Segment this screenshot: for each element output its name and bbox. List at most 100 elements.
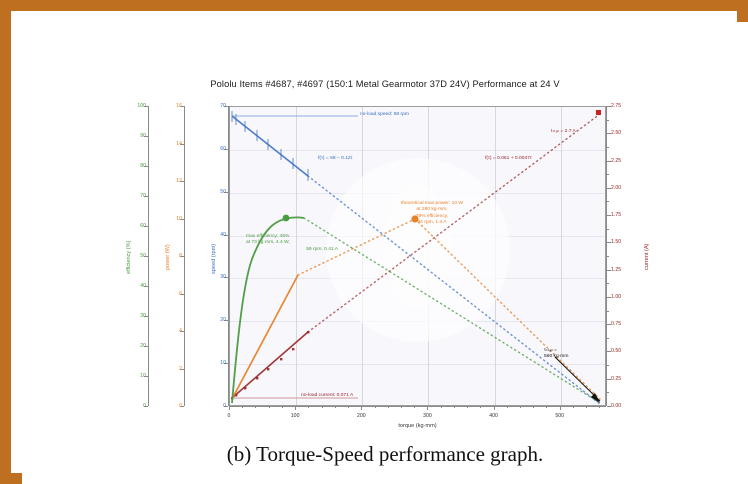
axis-power-label: 10 (176, 215, 182, 222)
axis-power-label: 2 (179, 365, 182, 372)
axis-power-tick (180, 143, 184, 145)
axis-x-minor-tick (400, 406, 402, 408)
axis-x-tick (559, 406, 561, 410)
stall-torque-line2: 560 kg·mm (544, 354, 569, 360)
axis-current-tick (607, 324, 611, 326)
axis-x-label: 400 (489, 413, 498, 419)
axis-current-minor-tick (607, 310, 609, 312)
axis-current-minor-tick (607, 174, 609, 176)
annotation-stall-torque: τₛₜₐₗₗ = 560 kg·mm (544, 348, 568, 361)
axis-current-minor-tick (607, 392, 609, 394)
max-efficiency-line3: 59 rpm, 0.41 A (306, 246, 338, 252)
axis-current-label: 1.00 (611, 293, 622, 300)
axis-current-minor-tick (607, 146, 609, 148)
axis-efficiency-label: 60 (140, 223, 146, 229)
axis-efficiency-label: 0 (143, 403, 146, 409)
axis-efficiency-label: 70 (140, 193, 146, 199)
axis-x-label: 0 (227, 413, 231, 419)
axis-efficiency-tick (144, 226, 148, 227)
max-power-line3: 29% efficiency, (415, 213, 449, 219)
axis-power-tick (180, 181, 184, 182)
axis-speed-tick (224, 234, 228, 236)
axis-efficiency-tick (144, 136, 148, 137)
stall-torque-line1: τₛₜₐₗₗ = (544, 348, 557, 353)
axis-power-label: 0 (179, 403, 182, 409)
axis-efficiency-spine (148, 106, 149, 406)
axis-efficiency-label: 30 (140, 313, 146, 319)
axis-speed-tick (224, 363, 228, 365)
axis-x-minor-tick (281, 406, 283, 408)
axis-current-tick (607, 160, 611, 162)
max-efficiency-line1: max efficiency: 45% (246, 234, 290, 239)
axis-power-tick (180, 368, 184, 370)
axis-power-label: 4 (179, 328, 182, 334)
axis-current-minor-tick (607, 201, 609, 203)
axis-x-minor-tick (255, 406, 257, 408)
axis-power-tick (180, 406, 184, 407)
axis-speed-spine (228, 106, 229, 406)
axis-current-minor-tick (607, 337, 609, 339)
axis-efficiency-label: 40 (140, 283, 146, 289)
gridline-h (230, 364, 605, 366)
max-power-line1: theoretical max power: 10 W (401, 201, 463, 206)
axis-current-tick (607, 187, 611, 189)
axis-efficiency-tick (144, 166, 148, 167)
axis-current-tick (607, 296, 611, 298)
data-curves (231, 110, 601, 405)
axis-current-tick (607, 215, 611, 217)
axis-current-minor-tick (607, 365, 609, 367)
axis-x-minor-tick (374, 406, 376, 408)
axis-x-minor-tick (453, 406, 455, 408)
axis-speed-tick (224, 406, 228, 407)
axis-power-label: 6 (179, 290, 182, 297)
axis-speed-label: 0 (223, 403, 226, 409)
axis-x-minor-tick (321, 406, 323, 408)
page-title: Pololu Items #4687, #4697 (150:1 Metal G… (210, 79, 560, 89)
axis-efficiency-tick (144, 256, 148, 257)
plot-area (229, 106, 606, 406)
axis-current-title: current (A) (644, 243, 650, 270)
gridline-v (296, 107, 298, 405)
figure-page: Pololu Items #4687, #4697 (150:1 Metal G… (22, 22, 748, 484)
axis-x-minor-tick (480, 406, 482, 408)
series-speed (231, 111, 601, 405)
axis-power-label: 8 (179, 253, 182, 259)
axis-x-minor-tick (467, 406, 469, 408)
axis-x-minor-tick (506, 406, 508, 408)
axis-x-minor-tick (546, 406, 548, 408)
annotation-no-load-current: no-load current: 0.071 A (301, 393, 354, 398)
series-current (231, 110, 601, 400)
axis-x-minor-tick (308, 406, 310, 408)
axis-efficiency-label: 90 (140, 133, 146, 139)
axis-power-tick (180, 218, 184, 220)
axis-efficiency-tick (144, 286, 148, 287)
axis-power-spine (184, 106, 185, 406)
annotation-current-fit: f(τ) = 0.061 + 0.0047τ (485, 156, 532, 161)
axis-x-minor-tick (440, 406, 442, 408)
axis-current-label: 0.50 (611, 348, 622, 355)
axis-x-minor-tick (268, 406, 270, 408)
axis-x-tick (493, 406, 495, 410)
axis-speed-label: 60 (220, 145, 226, 152)
axis-efficiency-tick (144, 346, 148, 347)
max-efficiency-line2: at 73 kg·mm, 4.4 W, (246, 240, 290, 246)
axis-current-tick (607, 133, 611, 135)
axis-current-label: 0.25 (611, 375, 622, 382)
axis-current-minor-tick (607, 283, 609, 285)
annotation-max-efficiency: max efficiency: 45% at 73 kg·mm, 4.4 W, … (246, 234, 338, 253)
axis-current-label: 0.75 (611, 321, 622, 328)
axis-current-minor-tick (607, 256, 609, 257)
axis-speed-label: 10 (220, 360, 226, 367)
axis-power-tick (180, 293, 184, 295)
axis-x-minor-tick (599, 406, 601, 408)
axis-current-label: 2.00 (611, 184, 622, 191)
axis-power-tick (180, 106, 184, 107)
axis-x-minor-tick (520, 406, 522, 408)
gridline-h (230, 149, 605, 151)
annotation-max-power: theoretical max power: 10 W at 280 kg·mm… (374, 201, 490, 227)
axis-speed-tick (224, 277, 228, 279)
annotation-stall-current: Iₛₜₐₗₗ = 2.7 A (551, 129, 576, 134)
axis-efficiency-tick (144, 406, 148, 407)
axis-current-tick (607, 269, 611, 271)
